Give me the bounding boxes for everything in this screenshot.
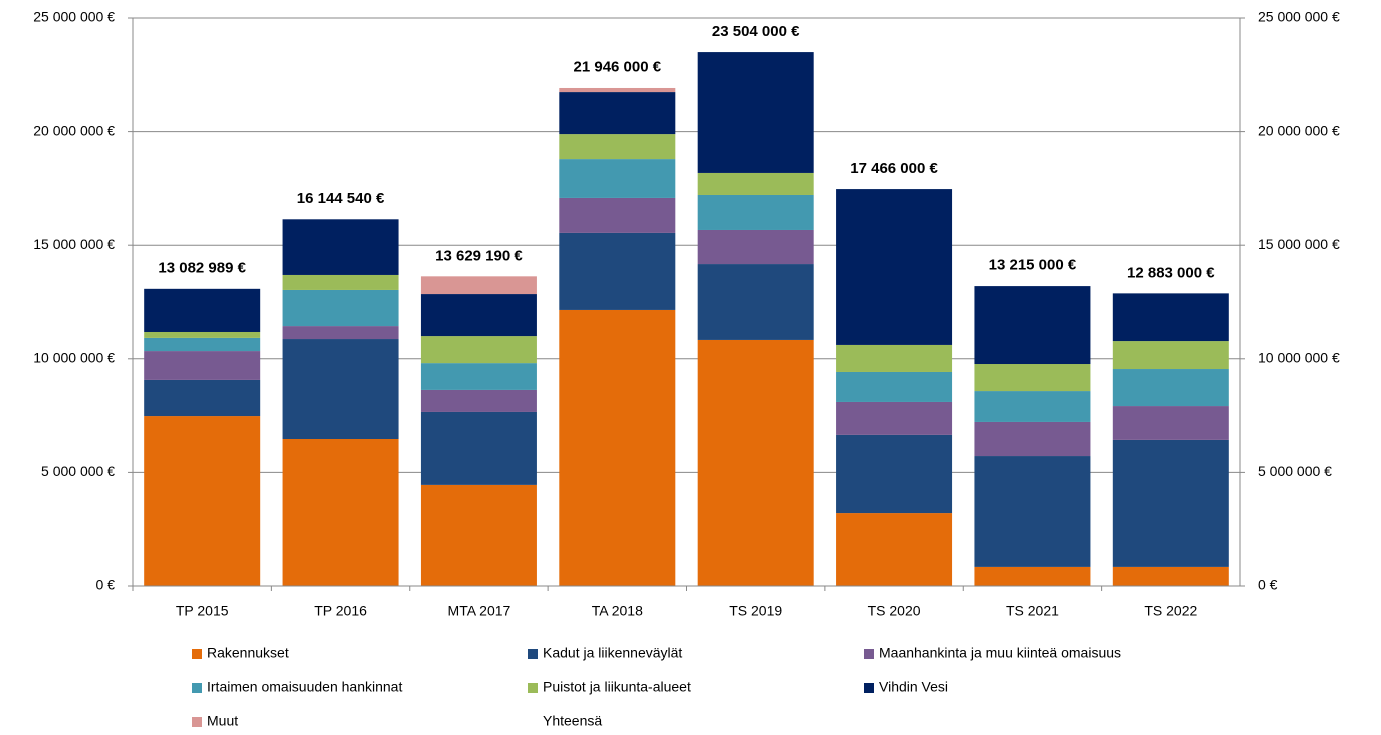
bar-segment [836, 344, 953, 372]
bar-segment [282, 289, 399, 327]
x-tick-label: TS 2019 [729, 603, 782, 619]
bar-segment [697, 172, 814, 195]
x-tick-label: TP 2015 [176, 603, 229, 619]
bar-segment [559, 134, 676, 160]
bar-segment [836, 189, 953, 345]
bar-segment [697, 229, 814, 265]
bar-segment [420, 276, 537, 295]
bar-segment [420, 389, 537, 412]
y2-tick-label: 15 000 000 € [1258, 236, 1340, 252]
bar-segment [144, 351, 261, 380]
bar-segment [974, 286, 1091, 365]
total-label: 17 466 000 € [850, 160, 938, 177]
bar-segment [144, 379, 261, 417]
bar-segment [697, 194, 814, 230]
y2-tick-label: 10 000 000 € [1258, 350, 1340, 366]
y-tick-label: 0 € [96, 577, 116, 593]
bar-segment [282, 219, 399, 275]
bar-segment [282, 326, 399, 340]
bar-segment [974, 391, 1091, 422]
bar-segment [420, 336, 537, 364]
legend-swatch [192, 683, 202, 693]
bar-segment [974, 421, 1091, 457]
bar-segment [282, 439, 399, 586]
bar-segment [282, 274, 399, 290]
legend-label: Maanhankinta ja muu kiinteä omaisuus [879, 645, 1121, 661]
total-label: 13 082 989 € [158, 260, 246, 277]
bar-segment [559, 232, 676, 310]
legend-swatch [528, 683, 538, 693]
bar-segment [697, 264, 814, 340]
y-tick-label: 20 000 000 € [33, 122, 115, 138]
legend-label: Kadut ja liikenneväylät [543, 645, 682, 661]
y2-tick-label: 25 000 000 € [1258, 9, 1340, 25]
bar-segment [836, 401, 953, 435]
legend-label: Vihdin Vesi [879, 679, 948, 695]
bar-segment [974, 456, 1091, 567]
legend-swatch [864, 649, 874, 659]
total-label: 21 946 000 € [574, 58, 662, 75]
y2-tick-label: 5 000 000 € [1258, 463, 1332, 479]
bar-segment [559, 197, 676, 233]
legend-label: Puistot ja liikunta-alueet [543, 679, 691, 695]
bar-segment [1112, 341, 1229, 370]
bar-segment [974, 566, 1091, 586]
y-tick-label: 10 000 000 € [33, 350, 115, 366]
x-tick-label: TS 2021 [1006, 603, 1059, 619]
legend-label: Irtaimen omaisuuden hankinnat [207, 679, 402, 695]
bar-segment [1112, 566, 1229, 586]
bar-segment [144, 288, 261, 332]
bar-segment [697, 339, 814, 586]
y-tick-label: 25 000 000 € [33, 9, 115, 25]
y-tick-label: 5 000 000 € [41, 463, 115, 479]
bar-segment [974, 364, 1091, 392]
bar-segment [420, 363, 537, 390]
bar-segment [144, 337, 261, 352]
bar-segment [1112, 439, 1229, 567]
bar-segment [144, 416, 261, 586]
total-label: 23 504 000 € [712, 23, 800, 40]
y2-tick-label: 0 € [1258, 577, 1278, 593]
bar-segment [836, 513, 953, 586]
bar-segment [144, 331, 261, 338]
bar-segment [836, 371, 953, 402]
bar-segment [420, 484, 537, 586]
y-tick-label: 15 000 000 € [33, 236, 115, 252]
x-tick-label: MTA 2017 [448, 603, 511, 619]
total-label: 13 629 190 € [435, 247, 523, 264]
bar-segment [559, 309, 676, 586]
bar-segment [1112, 369, 1229, 407]
bar-segment [559, 87, 676, 93]
total-label: 16 144 540 € [297, 190, 385, 207]
y2-tick-label: 20 000 000 € [1258, 122, 1340, 138]
total-label: 13 215 000 € [989, 257, 1077, 274]
bar-segment [559, 92, 676, 135]
legend-swatch [528, 649, 538, 659]
legend-label: Rakennukset [207, 645, 289, 661]
legend-label: Muut [207, 713, 238, 729]
bar-segment [697, 52, 814, 173]
x-tick-label: TP 2016 [314, 603, 367, 619]
total-label: 12 883 000 € [1127, 264, 1215, 281]
bar-segment [1112, 406, 1229, 440]
legend-swatch [864, 683, 874, 693]
x-tick-label: TS 2020 [868, 603, 921, 619]
bar-segment [282, 339, 399, 440]
bar-segment [420, 411, 537, 485]
bar-segment [559, 159, 676, 198]
legend-swatch [192, 649, 202, 659]
x-tick-label: TS 2022 [1144, 603, 1197, 619]
bar-segment [1112, 293, 1229, 342]
bar-segment [420, 294, 537, 337]
legend-label: Yhteensä [543, 713, 602, 729]
x-tick-label: TA 2018 [592, 603, 643, 619]
legend-swatch [192, 717, 202, 727]
bar-segment [836, 434, 953, 514]
